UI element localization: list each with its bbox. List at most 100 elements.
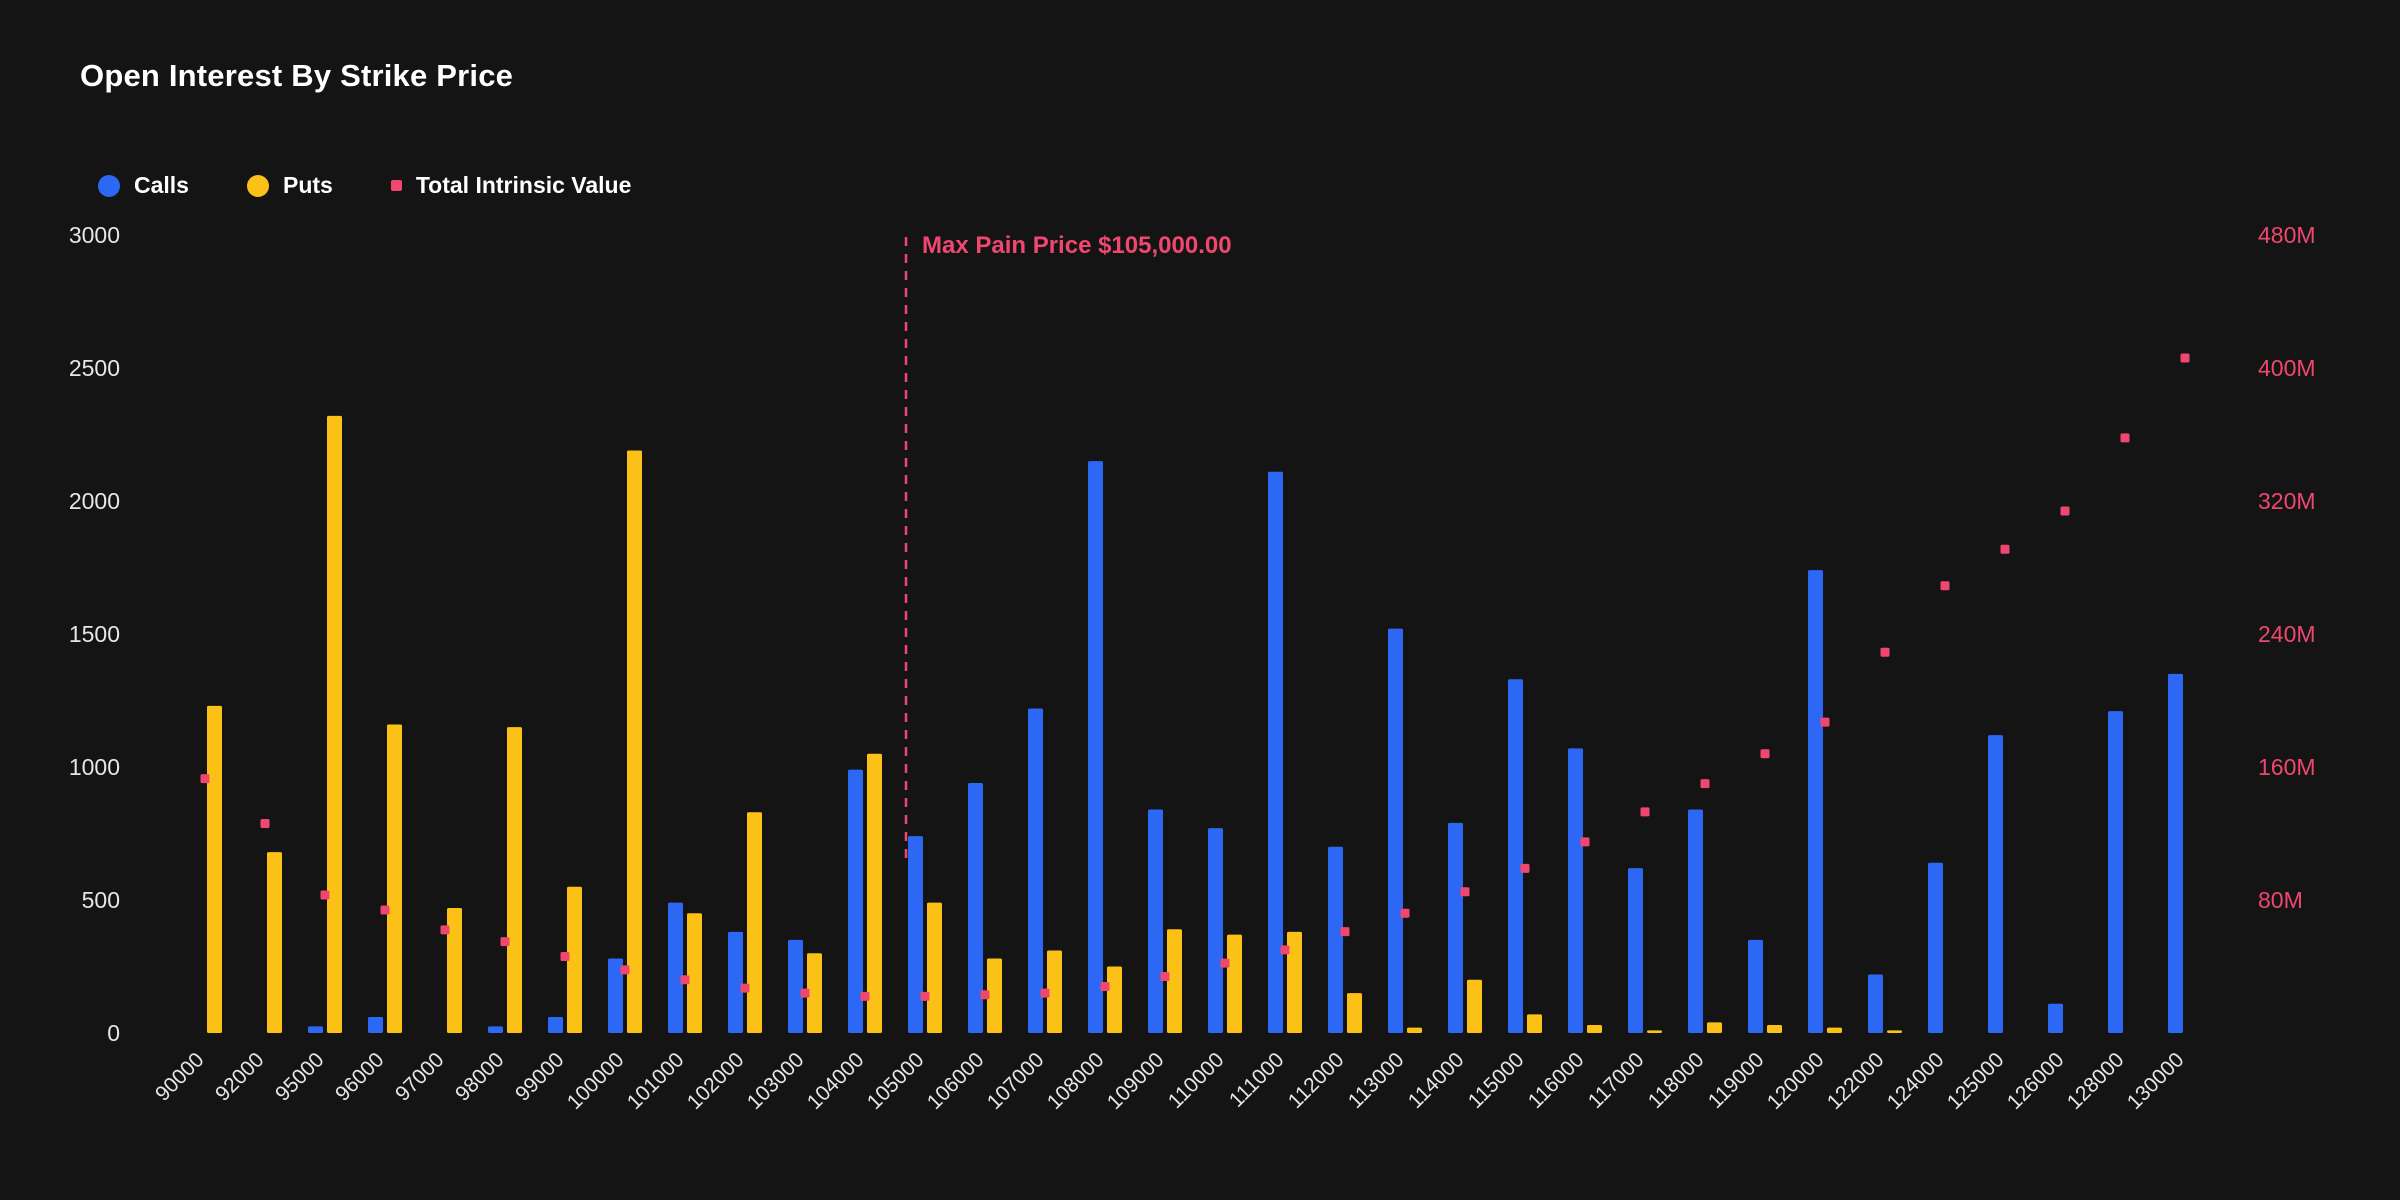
legend-item-intrinsic[interactable]: Total Intrinsic Value bbox=[390, 172, 631, 199]
intrinsic-value-point[interactable] bbox=[380, 905, 390, 915]
calls-bar[interactable] bbox=[848, 769, 863, 1033]
calls-bar[interactable] bbox=[1988, 735, 2003, 1033]
puts-bar[interactable] bbox=[1647, 1030, 1662, 1033]
puts-bar[interactable] bbox=[1587, 1025, 1602, 1033]
calls-bar[interactable] bbox=[728, 931, 743, 1033]
calls-bar[interactable] bbox=[368, 1017, 383, 1033]
puts-bar[interactable] bbox=[1347, 993, 1362, 1033]
puts-bar[interactable] bbox=[1287, 931, 1302, 1033]
intrinsic-value-point[interactable] bbox=[980, 990, 990, 1000]
calls-bar[interactable] bbox=[1568, 748, 1583, 1033]
intrinsic-value-point[interactable] bbox=[1940, 581, 1950, 591]
puts-bar[interactable] bbox=[327, 415, 342, 1033]
calls-bar[interactable] bbox=[1868, 974, 1883, 1033]
legend-item-puts[interactable]: Puts bbox=[246, 172, 333, 199]
puts-bar[interactable] bbox=[867, 753, 882, 1033]
intrinsic-value-point[interactable] bbox=[1100, 981, 1110, 991]
calls-bar[interactable] bbox=[1448, 822, 1463, 1033]
puts-bar[interactable] bbox=[1767, 1025, 1782, 1033]
intrinsic-value-point[interactable] bbox=[1640, 807, 1650, 817]
intrinsic-value-point[interactable] bbox=[2180, 353, 2190, 363]
puts-bar[interactable] bbox=[1167, 929, 1182, 1033]
puts-bar[interactable] bbox=[627, 450, 642, 1034]
intrinsic-value-point[interactable] bbox=[560, 952, 570, 962]
puts-bar[interactable] bbox=[807, 953, 822, 1033]
calls-bar[interactable] bbox=[1208, 828, 1223, 1033]
puts-bar[interactable] bbox=[507, 727, 522, 1033]
legend-item-calls[interactable]: Calls bbox=[98, 172, 189, 199]
intrinsic-value-point[interactable] bbox=[1880, 647, 1890, 657]
intrinsic-value-point[interactable] bbox=[1160, 971, 1170, 981]
intrinsic-value-point[interactable] bbox=[1580, 837, 1590, 847]
calls-bar[interactable] bbox=[788, 939, 803, 1033]
puts-bar[interactable] bbox=[267, 852, 282, 1033]
puts-bar[interactable] bbox=[1827, 1027, 1842, 1033]
calls-bar[interactable] bbox=[1628, 868, 1643, 1033]
intrinsic-value-point[interactable] bbox=[620, 965, 630, 975]
intrinsic-value-point[interactable] bbox=[440, 925, 450, 935]
puts-bar[interactable] bbox=[987, 958, 1002, 1033]
calls-bar[interactable] bbox=[1028, 708, 1043, 1033]
intrinsic-value-point[interactable] bbox=[860, 991, 870, 1001]
puts-bar[interactable] bbox=[687, 913, 702, 1033]
intrinsic-value-point[interactable] bbox=[260, 819, 270, 829]
calls-bar[interactable] bbox=[1148, 809, 1163, 1033]
intrinsic-value-point[interactable] bbox=[200, 774, 210, 784]
calls-bar[interactable] bbox=[1268, 471, 1283, 1033]
x-axis-tick-label: 97000 bbox=[391, 1048, 449, 1106]
puts-bar[interactable] bbox=[1047, 950, 1062, 1033]
x-axis-tick-label: 122000 bbox=[1823, 1048, 1889, 1114]
puts-bar[interactable] bbox=[387, 724, 402, 1033]
intrinsic-value-point[interactable] bbox=[1460, 887, 1470, 897]
calls-bar[interactable] bbox=[1688, 809, 1703, 1033]
puts-bar[interactable] bbox=[1707, 1022, 1722, 1033]
calls-bar[interactable] bbox=[548, 1017, 563, 1033]
puts-bar[interactable] bbox=[447, 907, 462, 1033]
calls-bar[interactable] bbox=[488, 1026, 503, 1033]
calls-bar[interactable] bbox=[608, 958, 623, 1033]
intrinsic-value-point[interactable] bbox=[2000, 544, 2010, 554]
calls-bar[interactable] bbox=[968, 782, 983, 1033]
intrinsic-value-point[interactable] bbox=[1700, 779, 1710, 789]
calls-bar[interactable] bbox=[2048, 1003, 2063, 1033]
intrinsic-value-point[interactable] bbox=[1340, 927, 1350, 937]
calls-bar[interactable] bbox=[1928, 862, 1943, 1033]
intrinsic-value-point[interactable] bbox=[1520, 863, 1530, 873]
puts-bar[interactable] bbox=[1527, 1014, 1542, 1033]
intrinsic-value-point[interactable] bbox=[2120, 433, 2130, 443]
puts-bar[interactable] bbox=[1227, 934, 1242, 1033]
calls-bar[interactable] bbox=[1808, 570, 1823, 1033]
puts-bar[interactable] bbox=[747, 812, 762, 1033]
intrinsic-value-point[interactable] bbox=[920, 991, 930, 1001]
intrinsic-value-point[interactable] bbox=[740, 983, 750, 993]
intrinsic-value-point[interactable] bbox=[1400, 908, 1410, 918]
calls-bar[interactable] bbox=[2168, 673, 2183, 1033]
puts-bar[interactable] bbox=[1407, 1027, 1422, 1033]
calls-bar[interactable] bbox=[2108, 711, 2123, 1033]
calls-bar[interactable] bbox=[908, 836, 923, 1033]
intrinsic-value-point[interactable] bbox=[2060, 506, 2070, 516]
puts-bar[interactable] bbox=[927, 902, 942, 1033]
intrinsic-value-point[interactable] bbox=[1040, 988, 1050, 998]
calls-bar[interactable] bbox=[668, 902, 683, 1033]
intrinsic-value-point[interactable] bbox=[320, 890, 330, 900]
intrinsic-value-point[interactable] bbox=[1220, 958, 1230, 968]
intrinsic-value-point[interactable] bbox=[1280, 945, 1290, 955]
calls-bar[interactable] bbox=[1088, 461, 1103, 1034]
puts-bar[interactable] bbox=[1887, 1030, 1902, 1033]
intrinsic-value-point[interactable] bbox=[800, 988, 810, 998]
puts-bar[interactable] bbox=[1467, 979, 1482, 1033]
puts-bar[interactable] bbox=[1107, 966, 1122, 1034]
puts-bar[interactable] bbox=[567, 886, 582, 1033]
calls-bar[interactable] bbox=[1508, 679, 1523, 1033]
calls-bar[interactable] bbox=[1388, 628, 1403, 1033]
intrinsic-value-point[interactable] bbox=[1820, 717, 1830, 727]
calls-bar[interactable] bbox=[1328, 846, 1343, 1033]
intrinsic-value-point[interactable] bbox=[1760, 749, 1770, 759]
intrinsic-value-point[interactable] bbox=[680, 975, 690, 985]
puts-bar[interactable] bbox=[207, 705, 222, 1033]
intrinsic-value-point[interactable] bbox=[500, 937, 510, 947]
calls-bar[interactable] bbox=[308, 1026, 323, 1033]
calls-bar[interactable] bbox=[1748, 939, 1763, 1033]
